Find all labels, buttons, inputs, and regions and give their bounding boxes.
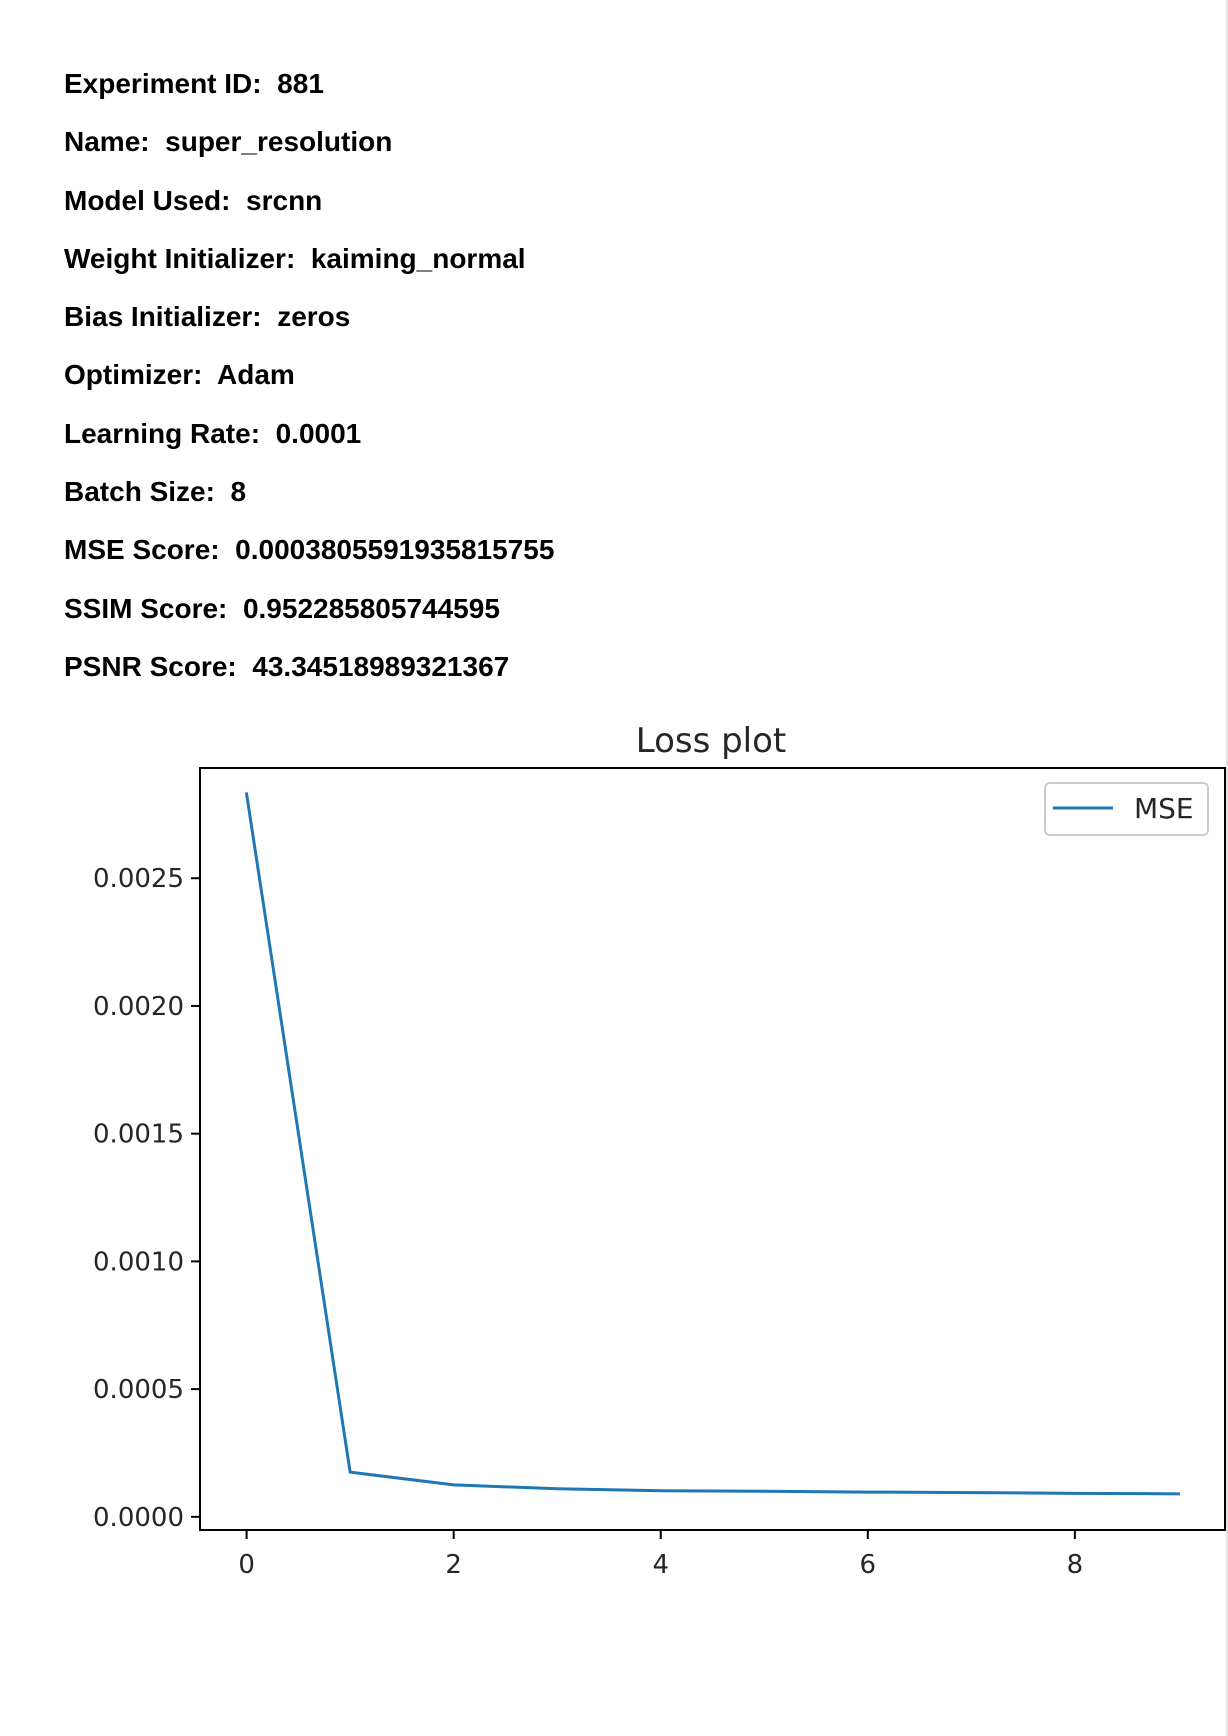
info-label: Name: [64, 126, 150, 158]
info-value: super_resolution [165, 126, 393, 158]
info-name: Name: super_resolution [64, 126, 554, 184]
x-tick-label: 6 [860, 1550, 877, 1580]
y-tick-label: 0.0015 [93, 1120, 184, 1150]
info-value: 881 [277, 68, 324, 99]
info-optimizer: Optimizer: Adam [64, 359, 554, 417]
x-tick-label: 8 [1067, 1550, 1084, 1580]
info-label: PSNR Score: [64, 650, 237, 682]
plot-frame [199, 767, 1226, 1531]
legend: MSE [1044, 782, 1209, 836]
info-label: Optimizer: [64, 359, 203, 391]
legend-box [1044, 782, 1209, 836]
info-value: Adam [217, 359, 295, 391]
info-value: 0.0001 [275, 417, 362, 449]
info-label: MSE Score: [64, 534, 220, 566]
y-tick-label: 0.0000 [93, 1503, 184, 1533]
legend-label: MSE [1134, 792, 1194, 825]
info-value: 0.0003805591935815755 [235, 534, 555, 566]
info-ssim-score: SSIM Score: 0.952285805744595 [64, 593, 554, 651]
y-tick-label: 0.0020 [93, 992, 184, 1022]
info-bias-initializer: Bias Initializer: zeros [64, 301, 554, 359]
info-value: 43.34518989321367 [252, 650, 510, 682]
info-label: SSIM Score: [64, 592, 228, 624]
info-label: Weight Initializer: [64, 242, 296, 274]
info-label: Bias Initializer: [64, 301, 262, 333]
info-label: Batch Size: [64, 476, 215, 508]
x-tick-label: 4 [652, 1550, 669, 1580]
loss-plot-chart: Loss plot 0 2 4 6 80.00000.00050.00100.00150… [93, 721, 1226, 1580]
info-label: Learning Rate: [64, 417, 261, 449]
info-psnr-score: PSNR Score: 43.34518989321367 [64, 651, 554, 709]
page-edge-rule [1226, 0, 1228, 1736]
info-mse-score: MSE Score: 0.0003805591935815755 [64, 534, 554, 592]
info-value: 8 [230, 476, 247, 508]
info-value: 0.952285805744595 [242, 592, 500, 624]
info-label: Model Used: [64, 184, 231, 216]
experiment-info: Experiment ID: 881 Name: super_resolutio… [64, 68, 554, 709]
info-label: Experiment ID: [64, 68, 262, 99]
info-experiment-id: Experiment ID: 881 [64, 68, 554, 126]
info-value: zeros [277, 301, 351, 333]
x-tick-label: 2 [445, 1550, 462, 1580]
info-value: kaiming_normal [310, 242, 526, 274]
y-tick-label: 0.0010 [93, 1247, 184, 1277]
plot-area: 0 2 4 6 8 0.0000 0.0005 0.0010 0.0015 0.0020 0.002… [93, 767, 1226, 1580]
x-tick-label: 0 [238, 1550, 255, 1580]
info-model-used: Model Used: srcnn [64, 185, 554, 243]
chart-title: Loss plot [636, 721, 787, 761]
info-value: srcnn [246, 184, 323, 216]
y-tick-label: 0.0025 [93, 864, 184, 894]
info-learning-rate: Learning Rate: 0.0001 [64, 418, 554, 476]
info-weight-initializer: Weight Initializer: kaiming_normal [64, 243, 554, 301]
info-batch-size: Batch Size: 8 [64, 476, 554, 534]
y-tick-label: 0.0005 [93, 1375, 184, 1405]
series-line-mse [244, 792, 1180, 1496]
